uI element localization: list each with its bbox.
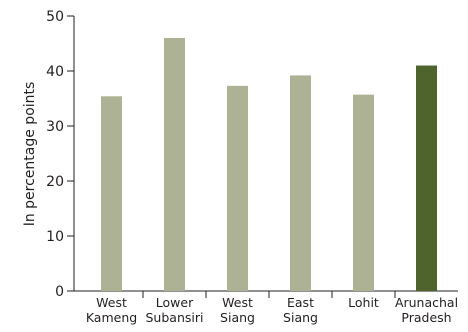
bar bbox=[164, 38, 185, 291]
x-tick-label: Lohit bbox=[348, 295, 379, 310]
x-tick-label: West Kameng bbox=[86, 295, 137, 325]
x-axis: West Kameng Lower Subansiri West Siang East Sia… bbox=[74, 290, 458, 325]
bar bbox=[101, 96, 122, 291]
y-tick-label: 10 bbox=[46, 229, 64, 245]
y-axis-title: In percentage points bbox=[22, 82, 38, 227]
x-tick-label: Lower Subansiri bbox=[146, 295, 204, 325]
x-tick-label: East Siang bbox=[283, 295, 318, 325]
x-tick-label: West Siang bbox=[220, 295, 255, 325]
y-tick-label: 40 bbox=[46, 64, 64, 80]
bar bbox=[353, 94, 374, 292]
y-tick-label: 50 bbox=[46, 9, 64, 25]
bar bbox=[290, 75, 311, 292]
bar bbox=[416, 65, 437, 291]
bars bbox=[101, 38, 437, 292]
y-axis: 0 10 20 30 40 50 bbox=[46, 9, 75, 300]
y-tick-label: 30 bbox=[46, 119, 64, 135]
x-tick-label: Arunachal Pradesh bbox=[395, 295, 458, 325]
bar bbox=[227, 85, 248, 291]
y-tick-label: 20 bbox=[46, 174, 64, 190]
y-tick-label: 0 bbox=[55, 284, 64, 300]
